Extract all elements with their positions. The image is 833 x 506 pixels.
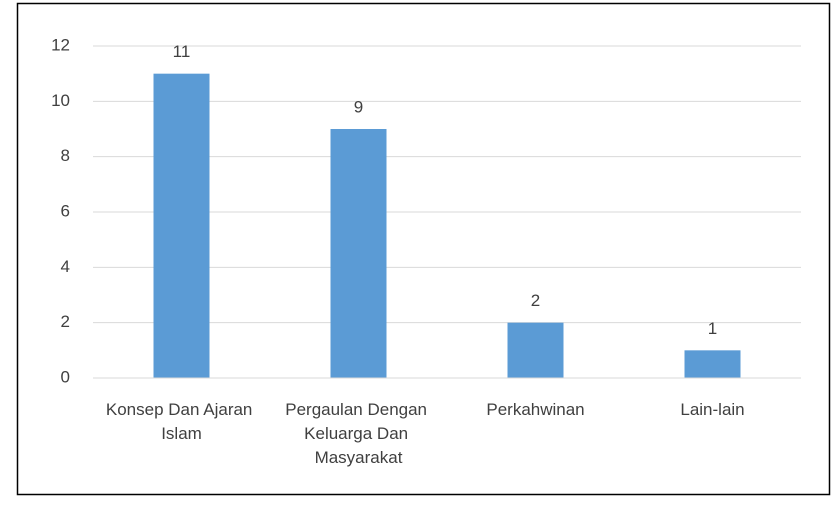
y-tick-label: 6 (61, 201, 70, 220)
bar (153, 73, 210, 379)
x-tick-label: Perkahwinan (486, 400, 584, 419)
chart-frame (16, 2, 831, 496)
data-label: 9 (354, 97, 363, 116)
bar (507, 322, 564, 378)
x-tick-label: Lain-lain (680, 400, 744, 419)
y-tick-label: 0 (61, 367, 70, 386)
x-tick-label: Konsep Dan Ajaran Islam (106, 400, 257, 443)
data-label: 11 (173, 42, 191, 61)
y-tick-label: 10 (51, 91, 70, 110)
y-tick-label: 12 (51, 35, 70, 54)
y-tick-label: 4 (61, 257, 70, 276)
x-tick-label: Pergaulan Dengan Keluarga Dan Masyarakat (285, 400, 432, 467)
bar (330, 129, 387, 378)
y-tick-label: 2 (61, 312, 70, 331)
data-label: 2 (531, 291, 540, 310)
bar (684, 350, 741, 378)
y-tick-label: 8 (61, 146, 70, 165)
data-label: 1 (708, 319, 717, 338)
